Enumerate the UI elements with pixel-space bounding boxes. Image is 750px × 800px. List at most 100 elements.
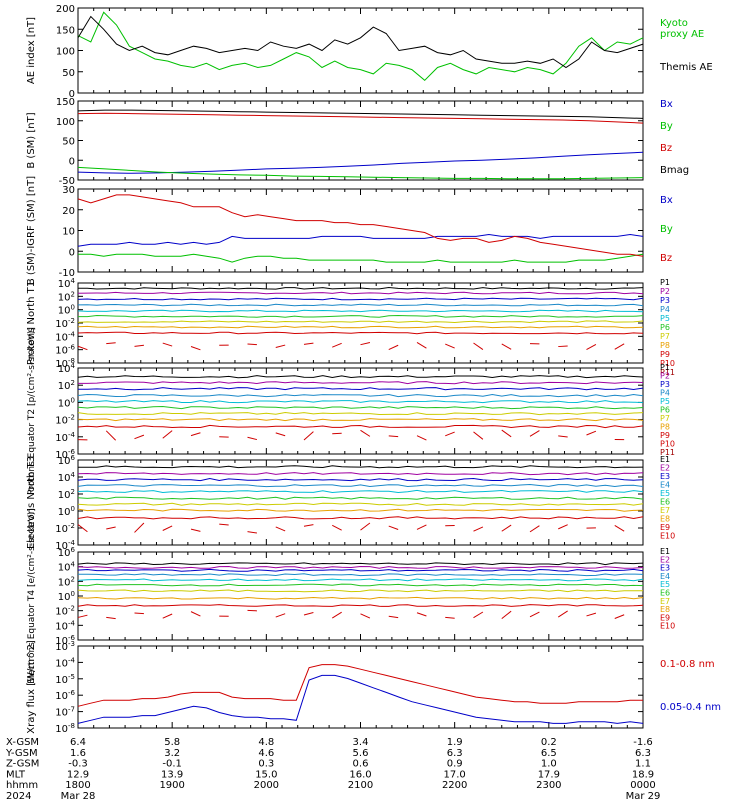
y-tick-label: 10-4: [55, 539, 75, 552]
y-tick-label: -50: [59, 176, 75, 187]
series-line-p10: [388, 435, 399, 438]
series-line-p2: [78, 381, 644, 385]
series-line-e10: [529, 611, 540, 618]
series-line-p2: [77, 291, 644, 295]
series-line-p10: [586, 344, 597, 351]
y-tick-label: 200: [56, 4, 75, 15]
ephemeris-value: -0.3: [68, 759, 88, 770]
series-line-p10: [247, 436, 258, 441]
series-line-e10: [586, 612, 597, 617]
series-line-e10: [614, 614, 625, 619]
series-line-e10: [501, 524, 512, 532]
y-tick-label: 10-2: [55, 414, 75, 427]
series-line-p10: [529, 430, 540, 437]
panel-frame: [77, 459, 644, 546]
series-line-p10: [190, 432, 201, 437]
panel-frame: [77, 100, 644, 181]
ephemeris-value: 1.6: [70, 748, 86, 759]
series-line-p10: [558, 435, 568, 438]
y-tick-label: 100: [58, 505, 75, 518]
ephemeris-value: 3.4: [353, 737, 369, 748]
y-tick-label: 10-3: [55, 640, 75, 653]
series-line-e10: [162, 613, 173, 619]
series-line-e9: [77, 516, 644, 520]
series-line-e2: [77, 565, 644, 569]
ephemeris-value: 1900: [159, 780, 184, 791]
series-line-bz: [77, 112, 644, 124]
legend-bz: Bz: [660, 253, 672, 264]
series-line-e10: [303, 611, 314, 616]
series-line-e10: [614, 525, 625, 532]
series-line-p1: [77, 375, 644, 379]
y-tick-label: 10-6: [55, 448, 75, 461]
series-line-e10: [416, 612, 427, 617]
legend-e9: E9: [660, 523, 670, 532]
ephemeris-value: 5.6: [353, 748, 369, 759]
y-tick-label: 10-2: [55, 317, 75, 330]
y-axis-title: AE index [nT]: [26, 17, 37, 84]
series-line-e10: [473, 611, 484, 619]
ephemeris-value: 0.9: [447, 759, 463, 770]
ephemeris-value: 4.8: [258, 737, 274, 748]
legend-e5: E5: [660, 489, 670, 498]
legend-0-1-0-8-nm: 0.1-0.8 nm: [660, 659, 715, 670]
y-axis-title: Xray flux [W/m^2]: [26, 640, 37, 734]
series-line-e10: [473, 526, 484, 532]
ephemeris-value: 4.6: [258, 748, 274, 759]
legend-bmag: Bmag: [660, 165, 689, 176]
ephemeris-value: 17.0: [444, 769, 466, 780]
series-line-p10: [416, 435, 427, 441]
legend-p7: P7: [660, 332, 670, 341]
y-tick-label: 10-4: [55, 656, 75, 669]
series-line-e10: [134, 522, 145, 533]
legend-p1: P1: [660, 363, 670, 372]
ephemeris-value: 12.9: [67, 769, 89, 780]
series-line-e7: [77, 502, 644, 506]
y-tick-label: 150: [56, 25, 75, 36]
series-line-e10: [445, 616, 455, 619]
y-tick-label: 30: [62, 185, 75, 196]
y-tick-label: 104: [58, 277, 76, 290]
legend-p10: P10: [660, 440, 675, 449]
series-line-p10: [303, 431, 314, 441]
legend-kyoto-ae: proxy AE: [660, 29, 704, 40]
series-line-e6: [77, 583, 644, 587]
series-line-bz: [77, 194, 644, 257]
series-line-e10: [190, 611, 201, 617]
legend-0-05-0-4-nm: 0.05-0.4 nm: [660, 702, 721, 713]
legend-p6: P6: [660, 323, 670, 332]
series-line-e10: [77, 524, 88, 533]
series-line-p10: [247, 343, 257, 346]
legend-e2: E2: [660, 464, 670, 473]
series-line-e9: [77, 604, 644, 607]
series-line-p4: [77, 393, 644, 398]
series-line-e10: [388, 615, 399, 619]
panel-frame: [77, 282, 644, 364]
series-line-0-1-0-8-nm: [77, 664, 643, 707]
panel-bigrf: 30 20 10 0 -10 B (SM)-IGRF (SM) [nT] Bx By Bz: [26, 176, 673, 285]
ephemeris-value: 13.9: [161, 769, 183, 780]
ephemeris-value: 6.5: [541, 748, 557, 759]
y-tick-label: 10-6: [55, 344, 75, 357]
y-tick-label: 50: [62, 68, 75, 79]
legend-e6: E6: [660, 589, 670, 598]
y-tick-label: 50: [62, 137, 75, 148]
legend-e4: E4: [660, 572, 670, 581]
panel-frame: [77, 551, 644, 641]
legend-p2: P2: [660, 287, 670, 296]
series-line-by: [78, 253, 644, 263]
series-line-e4: [77, 483, 644, 488]
y-axis-title: B (SM) [nT]: [26, 112, 37, 168]
panel-frame: [77, 7, 644, 94]
ephemeris-row-label: MLT: [6, 769, 26, 780]
panel-frame: [77, 367, 644, 455]
series-line-p6: [77, 405, 644, 410]
series-line-e10: [303, 524, 314, 527]
series-line-p10: [162, 430, 173, 439]
ephemeris-value: 2000: [254, 780, 279, 791]
legend-e1: E1: [660, 455, 670, 464]
legend-p6: P6: [660, 406, 670, 415]
